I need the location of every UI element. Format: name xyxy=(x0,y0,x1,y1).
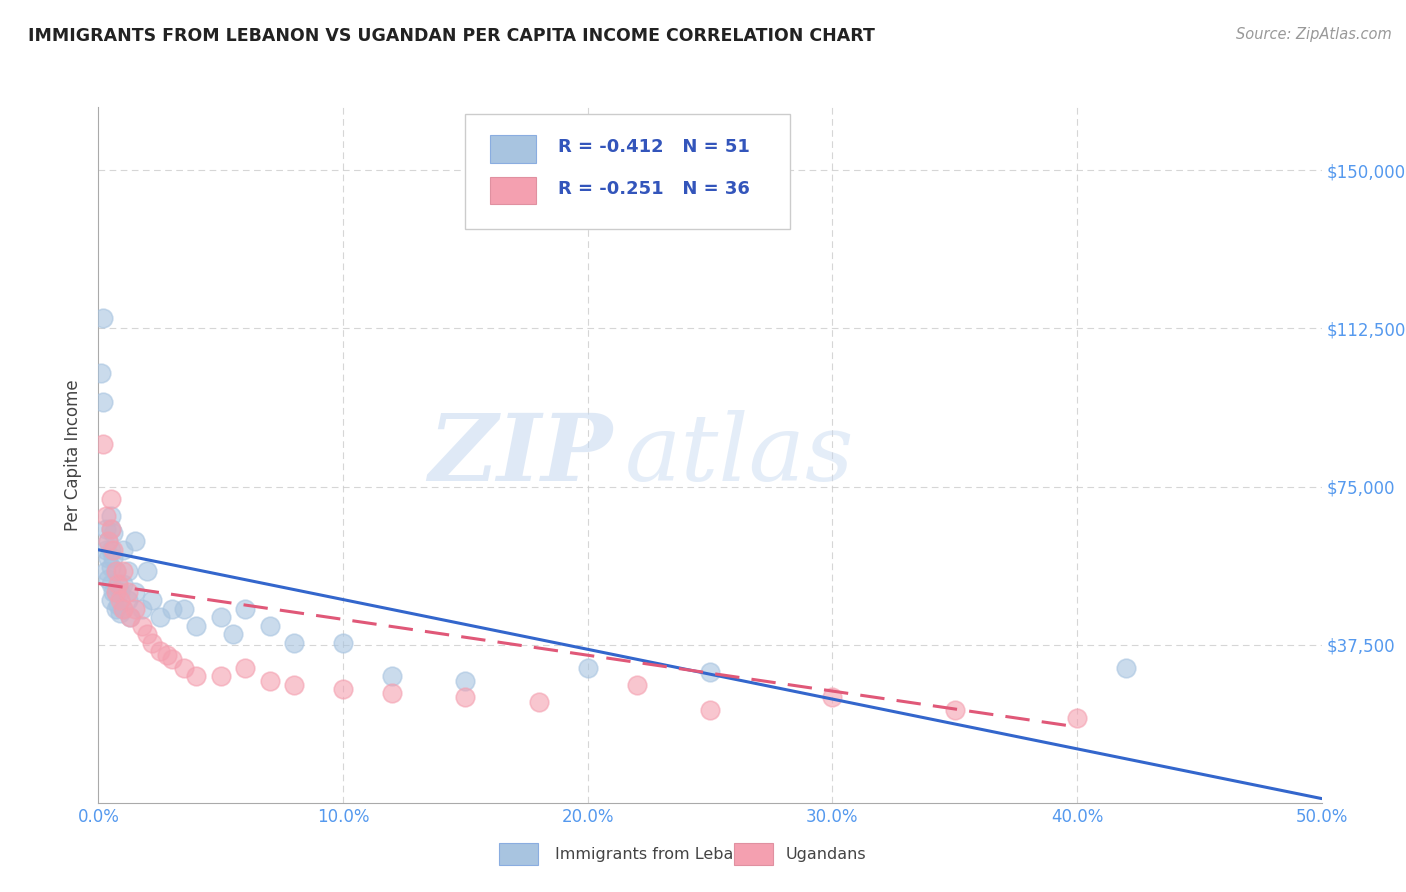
Point xyxy=(110,585,132,599)
Point xyxy=(120,610,142,624)
Point xyxy=(100,492,122,507)
Point xyxy=(283,635,305,649)
Point xyxy=(141,593,163,607)
Point xyxy=(259,618,281,632)
Point xyxy=(111,576,134,591)
Point xyxy=(259,673,281,688)
Text: Source: ZipAtlas.com: Source: ZipAtlas.com xyxy=(1236,27,1392,42)
Point xyxy=(117,564,139,578)
Point xyxy=(94,522,117,536)
Point xyxy=(124,534,146,549)
Point xyxy=(332,635,354,649)
Point xyxy=(381,686,404,700)
Point xyxy=(454,690,477,705)
Bar xyxy=(489,135,536,162)
Point xyxy=(222,627,245,641)
Point xyxy=(101,585,124,599)
Point xyxy=(101,542,124,557)
Point xyxy=(94,542,117,557)
Point xyxy=(283,678,305,692)
Point xyxy=(91,437,114,451)
Point xyxy=(173,661,195,675)
Point xyxy=(233,661,256,675)
Point xyxy=(1066,711,1088,725)
Text: IMMIGRANTS FROM LEBANON VS UGANDAN PER CAPITA INCOME CORRELATION CHART: IMMIGRANTS FROM LEBANON VS UGANDAN PER C… xyxy=(28,27,875,45)
Point xyxy=(104,564,127,578)
Point xyxy=(111,602,134,616)
Point xyxy=(100,559,122,574)
Point xyxy=(97,572,120,586)
Point xyxy=(124,602,146,616)
Text: atlas: atlas xyxy=(624,410,853,500)
Point xyxy=(131,618,153,632)
Point xyxy=(943,703,966,717)
Point xyxy=(186,669,208,683)
Text: R = -0.251   N = 36: R = -0.251 N = 36 xyxy=(558,180,751,198)
Point xyxy=(117,593,139,607)
Point xyxy=(97,534,120,549)
Text: Immigrants from Lebanon: Immigrants from Lebanon xyxy=(555,847,763,862)
Point xyxy=(100,593,122,607)
Point xyxy=(186,618,208,632)
Point xyxy=(131,602,153,616)
Point xyxy=(101,525,124,540)
Point xyxy=(104,602,127,616)
Point xyxy=(104,564,127,578)
Point xyxy=(821,690,844,705)
Point xyxy=(100,522,122,536)
Point xyxy=(97,534,120,549)
Point xyxy=(454,673,477,688)
Point xyxy=(111,602,134,616)
Point xyxy=(156,648,179,663)
Point xyxy=(141,635,163,649)
Point xyxy=(160,652,183,666)
Bar xyxy=(489,177,536,204)
Text: Ugandans: Ugandans xyxy=(786,847,866,862)
Point xyxy=(149,610,172,624)
Point xyxy=(124,585,146,599)
Point xyxy=(111,564,134,578)
Point xyxy=(91,310,114,325)
Text: R = -0.412   N = 51: R = -0.412 N = 51 xyxy=(558,138,751,156)
Point xyxy=(101,551,124,566)
Point xyxy=(94,509,117,524)
Point xyxy=(117,585,139,599)
Point xyxy=(1115,661,1137,675)
Point xyxy=(107,598,129,612)
Point xyxy=(576,661,599,675)
Y-axis label: Per Capita Income: Per Capita Income xyxy=(65,379,83,531)
Point xyxy=(136,627,159,641)
Point xyxy=(160,602,183,616)
FancyBboxPatch shape xyxy=(465,114,790,229)
Point xyxy=(97,551,120,566)
Point xyxy=(90,366,112,380)
Point xyxy=(110,593,132,607)
Point xyxy=(104,585,127,599)
Point xyxy=(626,678,648,692)
Point xyxy=(527,695,550,709)
Point xyxy=(173,602,195,616)
Point xyxy=(107,576,129,591)
Text: ZIP: ZIP xyxy=(427,410,612,500)
Point xyxy=(104,585,127,599)
Point xyxy=(100,509,122,524)
Point xyxy=(136,564,159,578)
Point xyxy=(233,602,256,616)
Point xyxy=(100,522,122,536)
Point xyxy=(91,395,114,409)
Point xyxy=(110,606,132,620)
Point xyxy=(209,610,232,624)
Point xyxy=(332,681,354,696)
Point xyxy=(100,576,122,591)
Point xyxy=(107,576,129,591)
Point xyxy=(381,669,404,683)
Point xyxy=(149,644,172,658)
Point xyxy=(209,669,232,683)
Point xyxy=(120,610,142,624)
Point xyxy=(699,665,721,679)
Point xyxy=(699,703,721,717)
Point xyxy=(94,564,117,578)
Point xyxy=(100,542,122,557)
Point xyxy=(111,542,134,557)
